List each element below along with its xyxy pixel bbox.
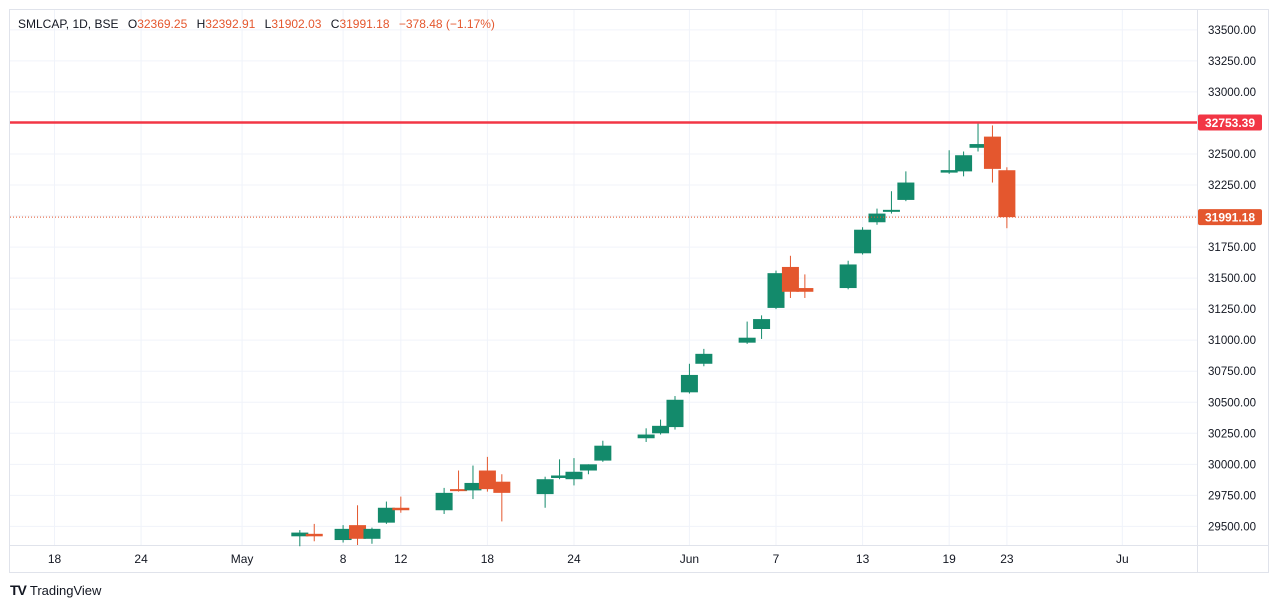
legend-low: 31902.03 [271, 17, 322, 31]
candle-body-down [998, 170, 1016, 218]
candle-body-up [940, 170, 958, 173]
candle-body-down [983, 136, 1001, 169]
level-price-label: 32753.39 [1205, 116, 1255, 130]
legend-open-key: O [127, 17, 138, 31]
candle-body-down [349, 525, 367, 539]
candle-body-down [493, 481, 511, 493]
legend-close-key: C [330, 17, 340, 31]
candle-body-up [738, 337, 756, 343]
y-tick-label: 33500.00 [1208, 25, 1256, 37]
legend-symbol: SMLCAP, 1D, BSE [18, 17, 119, 31]
candle-body-up [897, 182, 915, 200]
x-tick-label: 23 [1000, 552, 1014, 566]
candle-body-up [334, 528, 352, 541]
x-tick-label: 24 [567, 552, 581, 566]
last-price-tag [1198, 209, 1262, 226]
candle-body-up [377, 507, 395, 523]
legend-high-key: H [196, 17, 206, 31]
y-tick-label: 29500.00 [1208, 521, 1256, 533]
legend-open: 32369.25 [137, 17, 188, 31]
tradingview-icon: TV [10, 582, 27, 598]
chart-frame [9, 9, 1269, 573]
candle-body-up [969, 144, 987, 148]
candle-body-down [392, 507, 410, 511]
legend-high: 32392.91 [205, 17, 256, 31]
candle-body-up [753, 319, 771, 330]
candle-body-up [695, 353, 713, 364]
x-tick-label: 12 [394, 552, 408, 566]
x-tick-label: 18 [48, 552, 62, 566]
y-tick-label: 33250.00 [1208, 56, 1256, 68]
candle-body-down [781, 266, 799, 292]
legend-low-key: L [264, 17, 272, 31]
y-tick-label: 30250.00 [1208, 428, 1256, 440]
x-tick-label: May [231, 552, 254, 566]
x-tick-label: 13 [856, 552, 870, 566]
candle-body-down [450, 489, 468, 492]
candle-body-up [839, 264, 857, 289]
y-tick-label: 30500.00 [1208, 397, 1256, 409]
candle-body-up [594, 445, 612, 461]
x-tick-label: 24 [134, 552, 148, 566]
x-tick-label: 19 [942, 552, 956, 566]
candle-body-up [536, 479, 554, 495]
candle-body-down [478, 470, 496, 490]
ohlc-legend: SMLCAP, 1D, BSE O32369.25 H32392.91 L319… [18, 17, 495, 31]
level-price-tag [1198, 114, 1262, 131]
x-tick-label: Jun [680, 552, 699, 566]
y-tick-label: 29750.00 [1208, 490, 1256, 502]
candle-body-up [680, 374, 698, 393]
tradingview-logo[interactable]: TV TradingView [10, 582, 101, 598]
candle-body-up [637, 434, 655, 439]
candle-body-up [854, 229, 872, 254]
y-tick-label: 31500.00 [1208, 273, 1256, 285]
y-tick-label: 30750.00 [1208, 366, 1256, 378]
y-tick-label: 31250.00 [1208, 304, 1256, 316]
legend-change: −378.48 (−1.17%) [398, 17, 495, 31]
candle-body-up [882, 209, 900, 212]
candle-body-up [363, 528, 381, 539]
legend-close: 31991.18 [339, 17, 390, 31]
x-tick-label: 8 [340, 552, 347, 566]
candle-body-up [291, 532, 309, 537]
y-tick-label: 32500.00 [1208, 149, 1256, 161]
x-tick-label: 7 [773, 552, 780, 566]
candle-body-up [666, 399, 684, 428]
candle-body-up [652, 425, 670, 434]
candle-body-down [796, 288, 814, 292]
candle-body-up [955, 155, 973, 172]
candle-body-up [579, 464, 597, 471]
x-tick-label: Ju [1116, 552, 1129, 566]
candle-body-up [551, 475, 569, 478]
y-tick-label: 31750.00 [1208, 242, 1256, 254]
candle-body-up [464, 482, 482, 491]
y-tick-label: 33000.00 [1208, 87, 1256, 99]
candle-body-up [767, 273, 785, 308]
x-tick-label: 18 [481, 552, 495, 566]
y-tick-label: 31000.00 [1208, 335, 1256, 347]
tradingview-brand: TradingView [29, 582, 102, 598]
last-price-label: 31991.18 [1205, 211, 1255, 225]
y-tick-label: 32250.00 [1208, 180, 1256, 192]
candle-body-up [435, 492, 453, 511]
candle-body-up [565, 471, 583, 480]
candle-body-up [868, 213, 886, 223]
y-tick-label: 30000.00 [1208, 459, 1256, 471]
candle-body-down [305, 533, 323, 537]
